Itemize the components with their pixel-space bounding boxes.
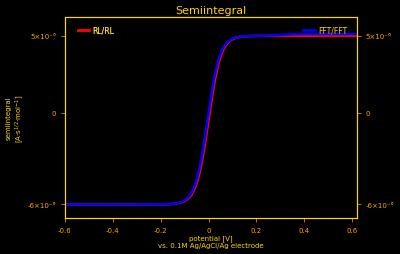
FFT/FFT: [203, 133, 208, 136]
Y-axis label: semiintegral
[A·s$^{1/2}$·mol$^{-1}$]: semiintegral [A·s$^{1/2}$·mol$^{-1}$]: [6, 94, 26, 142]
FFT/FFT: [236, 36, 241, 39]
RL/RL: [236, 36, 241, 39]
Line: RL/RL: RL/RL: [65, 37, 357, 205]
FFT/FFT: [62, 203, 67, 206]
RL/RL: [203, 140, 208, 143]
FFT/FFT: [201, 144, 206, 147]
FFT/FFT: [302, 34, 307, 37]
RL/RL: [201, 151, 206, 154]
Legend: FFT/FFT: FFT/FFT: [300, 23, 350, 39]
RL/RL: [302, 35, 307, 38]
FFT/FFT: [220, 47, 225, 51]
FFT/FFT: [348, 33, 352, 36]
RL/RL: [348, 35, 352, 38]
RL/RL: [220, 50, 225, 53]
X-axis label: potential [V]
vs. 0.1M Ag/AgCl/Ag electrode: potential [V] vs. 0.1M Ag/AgCl/Ag electr…: [158, 235, 264, 248]
Legend: RL/RL: RL/RL: [75, 23, 117, 39]
RL/RL: [354, 35, 359, 38]
FFT/FFT: [354, 33, 359, 36]
RL/RL: [62, 203, 67, 206]
Line: FFT/FFT: FFT/FFT: [65, 35, 357, 205]
Title: Semiintegral: Semiintegral: [175, 6, 246, 15]
